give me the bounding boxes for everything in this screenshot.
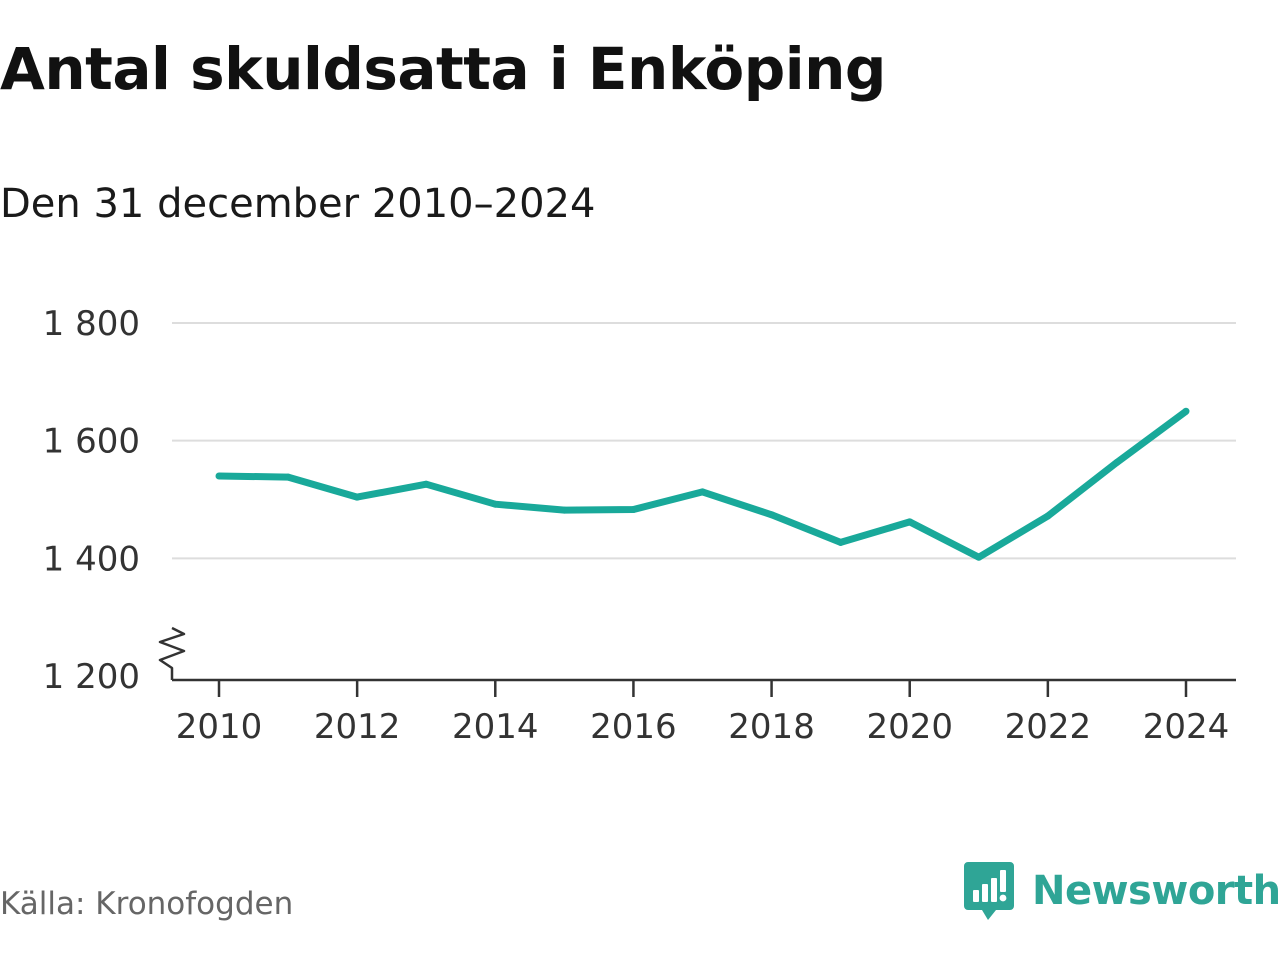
chart-subtitle: Den 31 december 2010–2024: [0, 181, 596, 227]
x-tick-label: 2014: [452, 707, 539, 747]
x-tick-label: 2024: [1143, 707, 1230, 747]
y-axis-break-icon: [158, 626, 186, 680]
y-tick-label: 1 600: [43, 422, 140, 462]
y-axis-ticks: 1 200 1 400 1 600 1 800: [43, 304, 140, 697]
x-tick-label: 2012: [314, 707, 401, 747]
data-point: [284, 473, 292, 481]
data-point: [975, 553, 983, 561]
series-line-antal-skuldsatta: [218, 408, 1189, 561]
data-point: [1182, 407, 1190, 415]
newsworthy-logo-icon: [964, 862, 1014, 920]
data-point: [1044, 512, 1052, 520]
x-tick-label: 2022: [1005, 707, 1092, 747]
chart-title: Antal skuldsatta i Enköping: [0, 35, 886, 103]
x-tick-label: 2010: [176, 707, 263, 747]
x-tick-label: 2020: [866, 707, 953, 747]
data-point: [768, 511, 776, 519]
gridlines: [172, 322, 1236, 560]
y-tick-label: 1 800: [43, 304, 140, 344]
data-point: [699, 488, 706, 496]
y-tick-label: 1 200: [43, 657, 140, 697]
source-note: Källa: Kronofogden: [0, 886, 294, 922]
x-axis-ticks: 2010 2012 2014 2016 2018 2020 2022 2024: [176, 680, 1230, 747]
y-tick-label: 1 400: [43, 539, 140, 579]
x-tick-label: 2016: [590, 707, 677, 747]
data-point: [560, 506, 568, 514]
brand-name: Newsworthy: [1032, 868, 1280, 914]
data-point: [491, 500, 499, 508]
data-point: [422, 480, 430, 488]
data-point: [215, 472, 223, 480]
data-point: [837, 538, 845, 546]
brand-logo: Newsworthy: [964, 862, 1280, 920]
data-point: [629, 506, 637, 514]
data-point: [1113, 458, 1121, 466]
data-point: [906, 518, 914, 526]
data-point: [353, 493, 361, 501]
x-tick-label: 2018: [728, 707, 815, 747]
